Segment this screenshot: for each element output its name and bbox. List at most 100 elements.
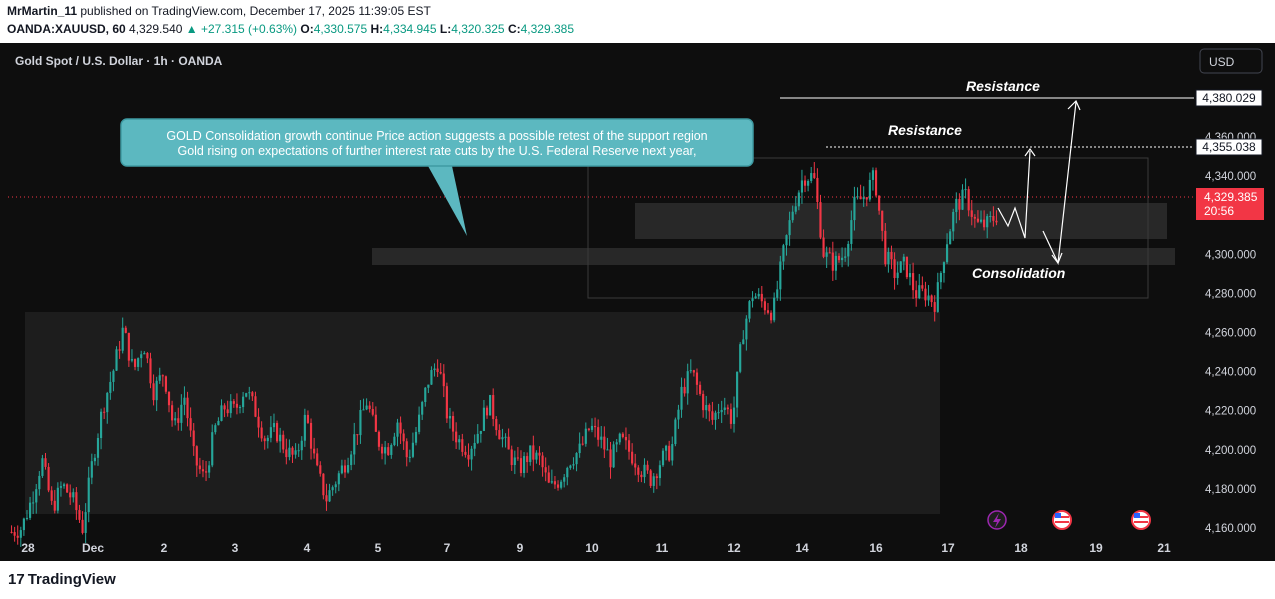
candle-body xyxy=(232,401,235,404)
candle-body xyxy=(847,243,850,257)
candle-body xyxy=(683,386,686,394)
us-flag-stripe-d xyxy=(1134,521,1148,523)
candle-body xyxy=(28,502,32,518)
x-tick-label: 21 xyxy=(1157,541,1171,555)
currency-button[interactable]: USD xyxy=(1199,48,1263,74)
candle-body xyxy=(631,451,634,464)
currency-button-box[interactable] xyxy=(1199,48,1263,74)
candle-body xyxy=(137,358,140,367)
candle-body xyxy=(223,405,226,410)
candle-body xyxy=(242,396,245,408)
low-value: 4,320.325 xyxy=(451,22,505,36)
candle-body xyxy=(532,445,535,460)
price-chart[interactable]: Resistance Resistance Consolidation GOLD… xyxy=(0,43,1275,561)
candle-body xyxy=(22,518,25,531)
price-tag-mid: 4,355.038 xyxy=(1195,138,1263,156)
candle-body xyxy=(711,411,714,420)
candle-body xyxy=(161,375,164,377)
candle-body xyxy=(924,288,927,301)
us-flag-icon[interactable] xyxy=(1052,510,1072,530)
candle-body xyxy=(853,196,856,221)
candle-body xyxy=(624,436,628,441)
candle-body xyxy=(174,418,177,421)
currency-button-label[interactable]: USD xyxy=(1209,55,1235,69)
callout-line-1: GOLD Consolidation growth continue Price… xyxy=(166,129,707,143)
candle-body xyxy=(198,465,201,470)
candle-body xyxy=(257,416,260,428)
flash-event-icon[interactable] xyxy=(987,510,1007,530)
candle-body xyxy=(313,448,316,454)
candle-body xyxy=(983,219,986,228)
candle-body xyxy=(547,472,550,483)
candle-body xyxy=(445,386,448,419)
y-tick-label: 4,300.000 xyxy=(1205,249,1256,261)
candle-body xyxy=(13,532,16,536)
chart-area[interactable]: Resistance Resistance Consolidation GOLD… xyxy=(0,43,1275,561)
candle-body xyxy=(939,272,942,283)
y-tick-label: 4,280.000 xyxy=(1205,288,1256,300)
candle-body xyxy=(69,492,72,498)
candle-body xyxy=(421,402,424,415)
footer-brand[interactable]: 17 TradingView xyxy=(8,571,116,588)
candle-body xyxy=(785,235,788,246)
candle-body xyxy=(103,411,106,413)
candle-body xyxy=(380,446,384,454)
y-tick-label: 4,240.000 xyxy=(1205,367,1256,379)
candle-body xyxy=(189,418,192,431)
us-flag-stripe-a xyxy=(1055,516,1069,518)
candle-body xyxy=(967,189,970,211)
candle-body xyxy=(408,456,411,458)
candle-body xyxy=(294,450,297,455)
candle-body xyxy=(887,251,890,265)
candle-body xyxy=(958,198,961,210)
price-axis[interactable]: 4,160.000 4,180.000 4,200.000 4,220.000 4,24… xyxy=(1205,132,1256,535)
candle-body xyxy=(470,448,473,460)
candle-body xyxy=(566,467,569,478)
us-flag-icon[interactable] xyxy=(1131,510,1151,530)
footer-brand-name: TradingView xyxy=(27,571,116,588)
candle-body xyxy=(878,195,881,211)
candle-body xyxy=(467,454,470,460)
price-tag-high-text: 4,380.029 xyxy=(1202,91,1256,105)
candle-body xyxy=(451,416,455,432)
candle-body xyxy=(788,220,791,236)
candle-body xyxy=(430,370,433,385)
x-tick-label: 28 xyxy=(21,541,35,555)
candle-body xyxy=(661,450,665,466)
candle-body xyxy=(38,475,41,490)
candle-body xyxy=(745,318,748,340)
candle-body xyxy=(655,476,658,479)
candle-body xyxy=(600,436,603,440)
candle-body xyxy=(782,245,785,262)
price-tag-high-box xyxy=(1195,89,1263,107)
candle-body xyxy=(705,404,708,411)
candle-body xyxy=(513,457,516,466)
candle-body xyxy=(152,383,155,401)
candle-body xyxy=(899,261,902,273)
candle-body xyxy=(414,431,418,443)
candle-body xyxy=(581,443,584,445)
candle-body xyxy=(510,449,513,466)
candle-body xyxy=(340,465,343,474)
author-name[interactable]: MrMartin_11 xyxy=(7,4,78,18)
candle-body xyxy=(507,436,510,450)
candle-body xyxy=(306,414,310,423)
candle-body xyxy=(402,433,405,442)
chart-title: Gold Spot / U.S. Dollar · 1h · OANDA xyxy=(15,54,223,68)
close-label: C: xyxy=(507,22,521,36)
countdown-text: 20:56 xyxy=(1204,204,1234,218)
candle-body xyxy=(356,434,359,436)
y-tick-label: 4,340.000 xyxy=(1205,171,1256,183)
candle-body xyxy=(279,434,282,442)
candle-body xyxy=(742,339,745,345)
candle-body xyxy=(553,481,557,485)
y-tick-label: 4,200.000 xyxy=(1205,445,1256,457)
candle-body xyxy=(96,438,100,458)
candle-body xyxy=(841,257,844,261)
y-tick-label: 4,220.000 xyxy=(1205,406,1256,418)
flash-glyph-icon xyxy=(993,513,1001,528)
callout-note[interactable]: GOLD Consolidation growth continue Price… xyxy=(120,118,754,236)
candle-body xyxy=(640,474,643,478)
consolidation-label: Consolidation xyxy=(972,265,1065,281)
time-axis[interactable]: 28 Dec 2 3 4 5 7 9 10 11 12 14 16 17 18 19 21 xyxy=(21,541,1171,555)
